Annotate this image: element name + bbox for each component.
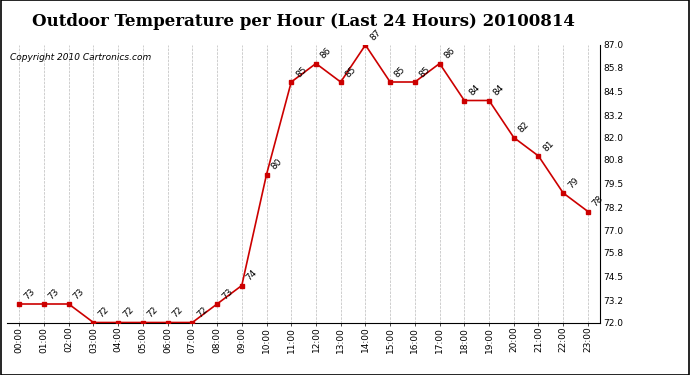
Text: 80: 80 [269,157,284,172]
Text: 73: 73 [22,287,37,301]
Text: Outdoor Temperature per Hour (Last 24 Hours) 20100814: Outdoor Temperature per Hour (Last 24 Ho… [32,13,575,30]
Text: 85: 85 [344,65,358,79]
Text: 84: 84 [467,83,482,98]
Text: 85: 85 [294,65,308,79]
Text: 74: 74 [244,268,259,283]
Text: 85: 85 [417,65,432,79]
Text: 73: 73 [47,287,61,301]
Text: 79: 79 [566,176,580,190]
Text: 72: 72 [195,305,210,320]
Text: 81: 81 [541,139,555,153]
Text: 85: 85 [393,65,407,79]
Text: 72: 72 [121,305,135,320]
Text: 78: 78 [591,194,605,209]
Text: 73: 73 [220,287,235,301]
Text: 73: 73 [72,287,86,301]
Text: 82: 82 [517,120,531,135]
Text: 72: 72 [96,305,110,320]
Text: 72: 72 [146,305,160,320]
Text: 84: 84 [492,83,506,98]
Text: 72: 72 [170,305,185,320]
Text: 87: 87 [368,28,383,42]
Text: 86: 86 [319,46,333,61]
Text: 86: 86 [442,46,457,61]
Text: Copyright 2010 Cartronics.com: Copyright 2010 Cartronics.com [10,53,151,62]
